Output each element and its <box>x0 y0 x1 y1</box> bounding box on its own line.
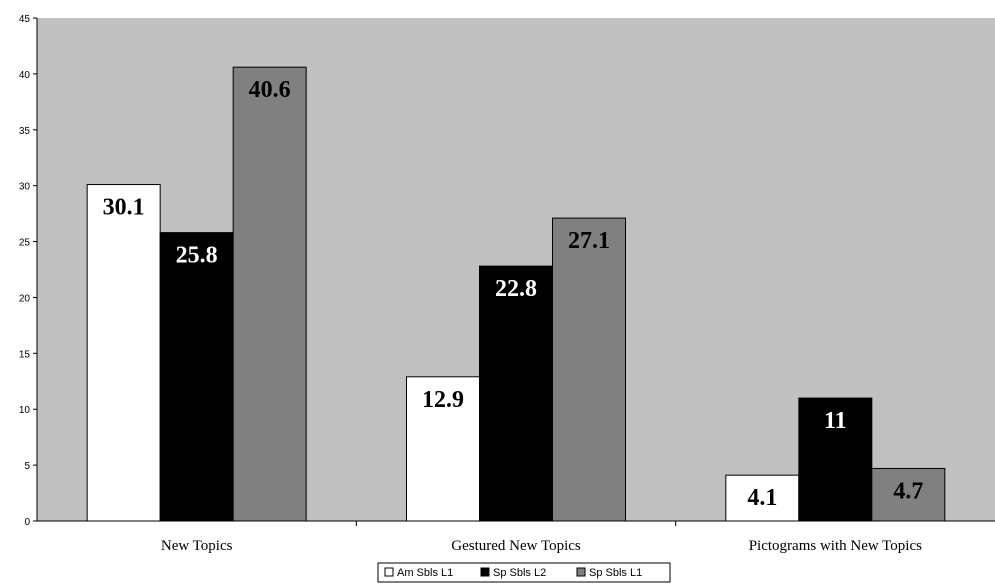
bar <box>159 232 234 522</box>
data-label: 25.8 <box>176 243 218 269</box>
data-label: 40.6 <box>249 77 291 103</box>
x-axis-categories: New Topics Gestured New Topics Pictograms … <box>161 521 922 554</box>
x-category-label: Pictograms with New Topics <box>749 538 922 554</box>
bar <box>798 397 873 522</box>
data-label: 4.1 <box>747 485 777 511</box>
legend-swatch <box>384 567 394 577</box>
legend-box <box>377 562 671 583</box>
legend-label: Sp Sbls L2 <box>493 567 546 579</box>
data-label: 27.1 <box>568 228 610 254</box>
bar <box>232 66 307 522</box>
legend-label: Am Sbls L1 <box>397 567 453 579</box>
data-label: 4.7 <box>893 478 923 504</box>
y-tick-label: 25 <box>19 238 31 249</box>
bar <box>479 265 553 522</box>
y-tick-label: 20 <box>19 293 31 304</box>
bar <box>871 467 946 522</box>
data-label: 30.1 <box>103 195 145 221</box>
data-label: 11 <box>824 408 847 434</box>
data-label: 22.8 <box>495 276 537 302</box>
bars <box>86 66 946 522</box>
legend-label: Sp Sbls L1 <box>589 567 642 579</box>
data-label: 12.9 <box>422 387 464 413</box>
y-tick-label: 40 <box>19 70 31 81</box>
bar <box>552 217 626 522</box>
legend: Am Sbls L1 Sp Sbls L2 Sp Sbls L1 <box>377 562 671 583</box>
y-tick-label: 5 <box>24 461 30 472</box>
y-tick-label: 10 <box>19 405 31 416</box>
legend-swatch <box>480 567 490 577</box>
y-tick-label: 45 <box>19 14 31 25</box>
x-category-label: Gestured New Topics <box>451 538 581 554</box>
y-tick-label: 15 <box>19 349 31 360</box>
x-category-label: New Topics <box>161 538 233 554</box>
bar <box>86 184 161 522</box>
data-labels: 30.1 25.8 40.6 12.9 22.8 27.1 4.1 11 4.7 <box>103 77 924 511</box>
legend-swatch <box>576 567 586 577</box>
bar <box>725 474 800 522</box>
y-axis-ticks: 0 5 10 15 20 25 30 35 40 45 <box>19 14 37 528</box>
y-tick-label: 30 <box>19 182 31 193</box>
y-tick-label: 35 <box>19 126 31 137</box>
y-tick-label: 0 <box>24 517 30 528</box>
